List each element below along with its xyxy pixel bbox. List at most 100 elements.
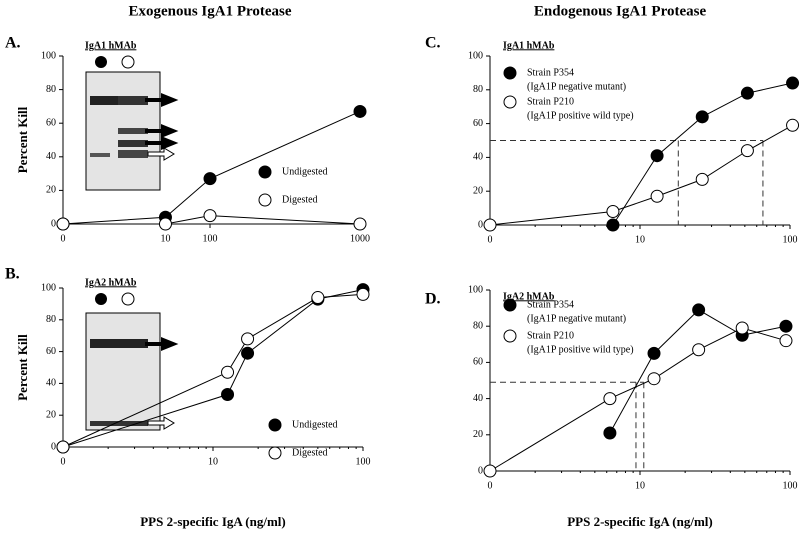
x-tick-label: 10 (635, 234, 645, 245)
y-tick-label: 0 (51, 218, 56, 229)
data-point (779, 334, 793, 348)
data-point (158, 217, 172, 231)
series-line (63, 215, 361, 225)
legend-marker (268, 418, 282, 432)
column-heading: Exogenous IgA1 Protease (128, 3, 291, 19)
x-tick-label: 10 (635, 480, 645, 491)
y-tick-label: 100 (41, 50, 56, 61)
series-line (612, 82, 793, 226)
panel-label: B. (5, 266, 20, 283)
y-tick-label: 0 (51, 441, 56, 452)
legend-label: Digested (282, 194, 318, 205)
x-tick-label: 100 (203, 233, 218, 244)
data-point (203, 172, 217, 186)
y-tick-label: 100 (468, 284, 483, 295)
x-tick-label: 0 (488, 480, 493, 491)
data-point (692, 303, 706, 317)
y-tick-label: 40 (473, 152, 483, 163)
legend-marker (258, 165, 272, 179)
panel-label: A. (5, 35, 21, 52)
y-tick-label: 60 (473, 118, 483, 129)
data-point (311, 291, 325, 305)
y-tick-label: 60 (473, 357, 483, 368)
data-point (695, 172, 709, 186)
y-tick-label: 20 (473, 185, 483, 196)
data-point (740, 144, 754, 158)
inset-title: IgA1 hMAb (85, 40, 137, 51)
data-point (56, 217, 70, 231)
legend-label: Strain P210 (527, 330, 574, 341)
x-tick-label: 100 (783, 234, 798, 245)
panel-label: C. (425, 35, 441, 52)
data-point (695, 110, 709, 124)
data-point (606, 204, 620, 218)
data-point (221, 365, 235, 379)
y-tick-label: 60 (46, 117, 56, 128)
x-tick-label: 0 (61, 233, 66, 244)
gel-inset (85, 292, 179, 431)
column-heading: Endogenous IgA1 Protease (534, 3, 707, 19)
data-point (241, 332, 255, 346)
y-tick-label: 40 (46, 151, 56, 162)
data-point (647, 372, 661, 386)
x-tick-label: 100 (356, 456, 371, 467)
x-axis-label: PPS 2-specific IgA (ng/ml) (140, 514, 286, 529)
data-point (203, 209, 217, 223)
data-point (786, 118, 800, 132)
data-point (650, 149, 664, 163)
series-line (62, 110, 361, 225)
data-point (735, 321, 749, 335)
y-tick-label: 80 (473, 84, 483, 95)
x-tick-label: 1000 (350, 233, 370, 244)
data-point (779, 319, 793, 333)
data-point (606, 218, 620, 232)
legend-label: Strain P210 (527, 96, 574, 107)
legend-label: Strain P354 (527, 67, 574, 78)
y-axis-label: Percent Kill (15, 106, 30, 173)
y-tick-label: 0 (478, 465, 483, 476)
data-point (740, 86, 754, 100)
x-tick-label: 0 (61, 456, 66, 467)
inset-title: IgA2 hMAb (503, 291, 555, 302)
data-point (786, 76, 800, 90)
y-tick-label: 80 (46, 314, 56, 325)
inset-title: IgA1 hMAb (503, 40, 555, 51)
legend-marker (503, 298, 517, 312)
data-point (483, 464, 497, 478)
legend-description: (IgA1P positive wild type) (527, 344, 634, 355)
data-point (353, 104, 367, 118)
data-point (603, 426, 617, 440)
panel-label: D. (425, 291, 441, 308)
legend-marker (503, 66, 517, 80)
y-tick-label: 80 (46, 84, 56, 95)
data-point (241, 346, 255, 360)
data-point (356, 287, 370, 301)
series-line (489, 327, 787, 472)
x-axis-label: PPS 2-specific IgA (ng/ml) (567, 514, 713, 529)
y-tick-label: 100 (41, 282, 56, 293)
x-tick-label: 10 (160, 233, 170, 244)
legend-label: Digested (292, 447, 328, 458)
y-tick-label: 60 (46, 346, 56, 357)
legend-marker (503, 95, 517, 109)
data-point (56, 440, 70, 454)
data-point (603, 392, 617, 406)
series-line (489, 124, 793, 226)
legend-marker (268, 446, 282, 460)
legend-label: Strain P354 (527, 299, 574, 310)
data-point (221, 388, 235, 402)
data-point (650, 189, 664, 203)
legend-description: (IgA1P negative mutant) (527, 313, 626, 324)
x-tick-label: 100 (783, 480, 798, 491)
y-tick-label: 100 (468, 50, 483, 61)
legend-description: (IgA1P negative mutant) (527, 81, 626, 92)
y-tick-label: 80 (473, 320, 483, 331)
y-tick-label: 0 (478, 219, 483, 230)
data-point (483, 218, 497, 232)
legend-marker (258, 193, 272, 207)
data-point (692, 343, 706, 357)
y-tick-label: 40 (46, 378, 56, 389)
gel-inset (85, 55, 179, 191)
legend-label: Undigested (292, 419, 338, 430)
